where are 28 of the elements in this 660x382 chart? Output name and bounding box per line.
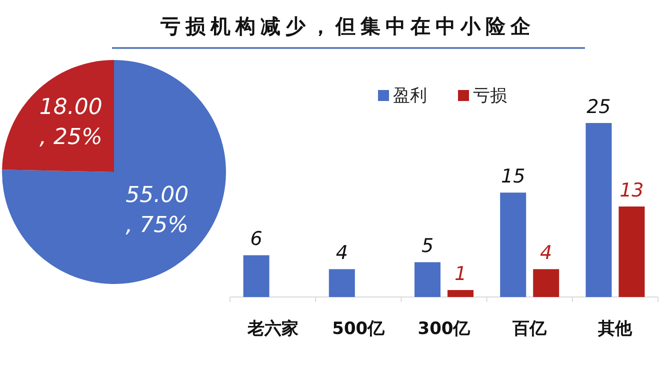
text: 亏损机构减少，但集中在中小险企 xyxy=(160,14,536,38)
data-label: 13 xyxy=(620,180,644,202)
pie-slice xyxy=(2,60,114,172)
data-label: 55.00 , 75% xyxy=(126,183,189,238)
x-tick-label: 老六家 xyxy=(246,319,298,339)
data-label: 25 xyxy=(586,96,611,118)
x-tick-label: 其他 xyxy=(597,319,634,339)
x-tick-label: 300亿 xyxy=(418,319,472,339)
data-label: 18.00 , 25% xyxy=(39,94,102,150)
data-label: 1 xyxy=(454,263,467,286)
x-tick-label: 百亿 xyxy=(512,319,548,339)
bar xyxy=(586,123,612,297)
bar xyxy=(414,262,440,297)
bar xyxy=(328,269,355,297)
data-label: 4 xyxy=(540,242,552,264)
data-label: 4 xyxy=(336,242,348,264)
bar xyxy=(243,255,270,297)
data-label: 6 xyxy=(250,228,262,250)
x-tick-label: 500亿 xyxy=(332,319,386,339)
legend-label: 亏损 xyxy=(473,86,507,106)
bar xyxy=(448,290,474,297)
bar xyxy=(533,269,560,297)
data-label: 15 xyxy=(501,166,526,188)
bar xyxy=(500,192,526,297)
legend-label: 盈利 xyxy=(393,86,427,106)
data-label: 5 xyxy=(421,235,434,258)
pie-slice xyxy=(2,60,226,284)
bar xyxy=(618,206,645,297)
